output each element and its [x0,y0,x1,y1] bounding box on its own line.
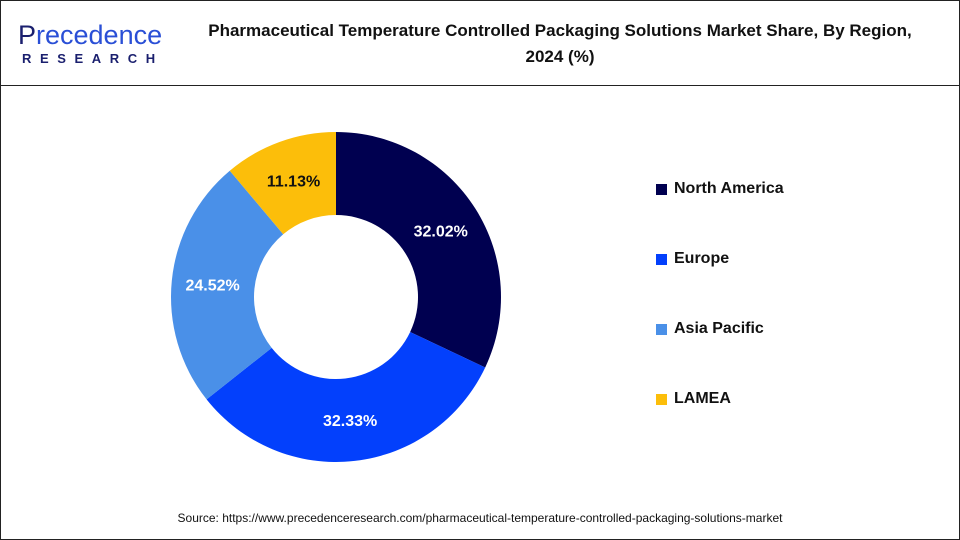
data-label: 32.02% [414,224,468,241]
legend-label: Europe [674,250,730,267]
legend-label: North America [674,180,784,197]
slice-north-america [336,132,501,368]
data-label: 32.33% [323,413,377,430]
slice-lamea [229,132,336,235]
slice-asia-pacific [170,170,284,400]
legend-label: Asia Pacific [674,320,764,337]
data-label: 24.52% [186,277,240,294]
logo-letter: P [18,20,37,50]
legend-item: Asia Pacific [656,320,764,338]
slice-europe [206,332,486,462]
legend-item: North America [656,180,784,198]
logo-subtitle: RESEARCH [22,51,164,66]
chart-title: Pharmaceutical Temperature Controlled Pa… [208,21,912,66]
legend-swatch [656,393,667,405]
header: Precedence RESEARCH Pharmaceutical Tempe… [0,0,960,86]
legend-swatch [656,253,667,265]
legend-swatch [656,323,667,335]
legend-swatch [656,183,667,195]
legend-item: LAMEA [656,390,731,408]
data-label: 11.13% [267,174,320,191]
logo-word: recedence [36,20,163,50]
legend-item: Europe [656,250,729,268]
source-note: Source: https://www.precedenceresearch.c… [177,511,783,525]
precedence-research-logo: Precedence RESEARCH [16,20,166,66]
legend-label: LAMEA [674,390,731,407]
